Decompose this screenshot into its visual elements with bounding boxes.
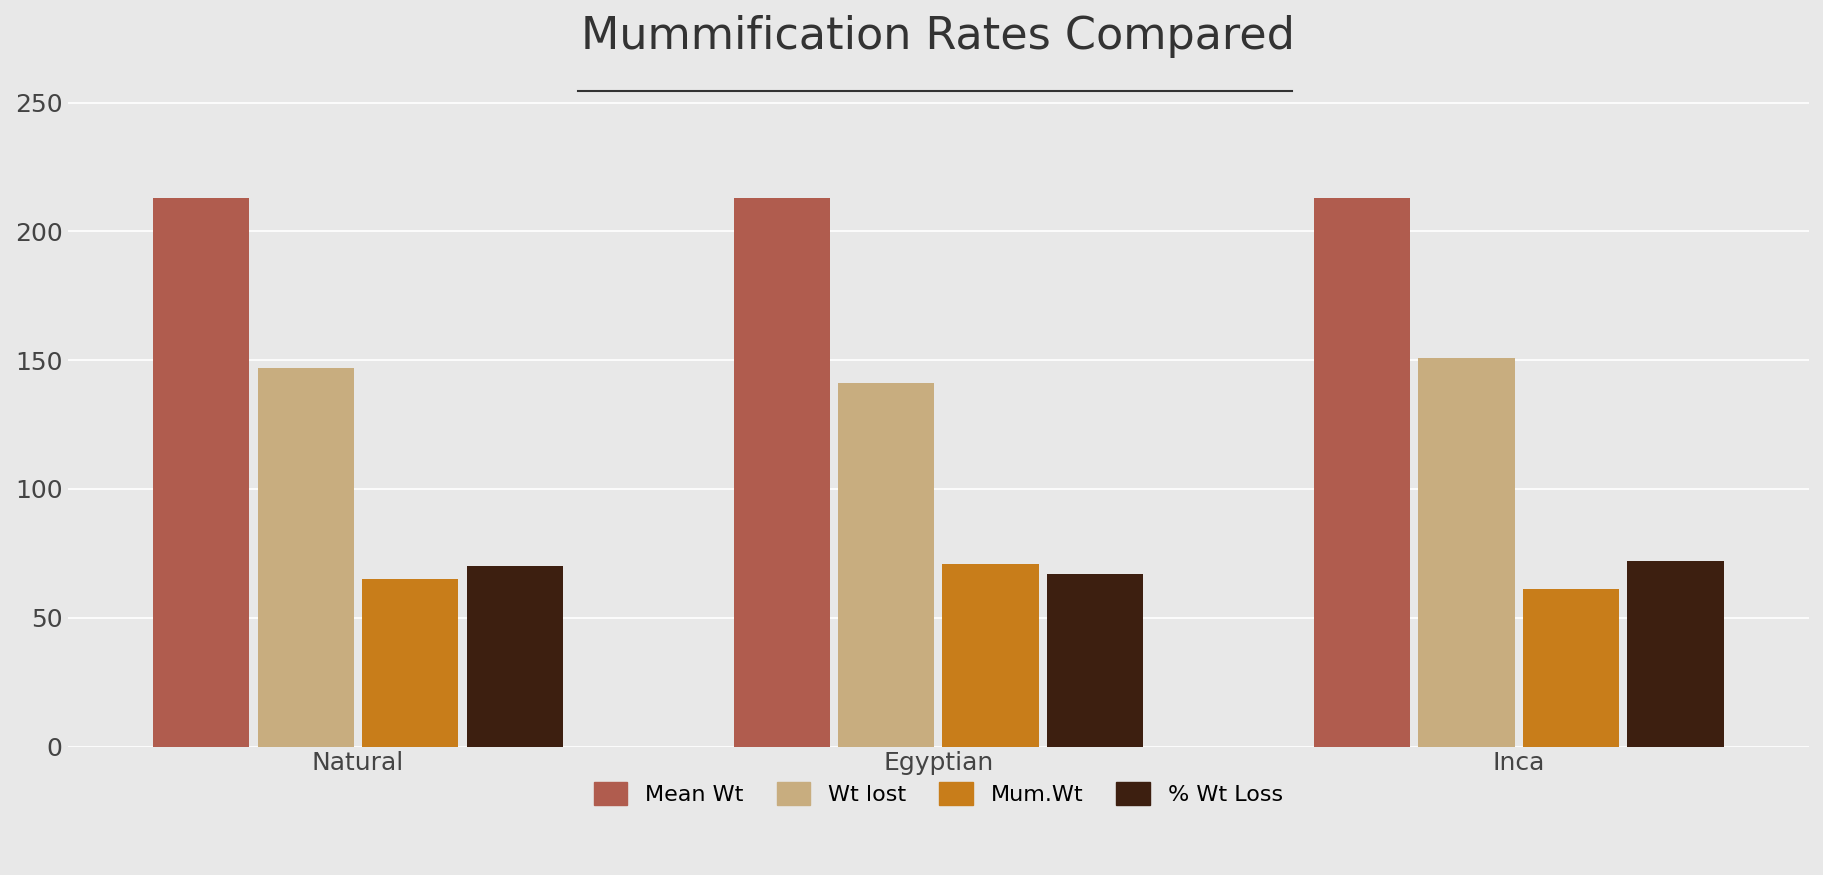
Legend: Mean Wt, Wt lost, Mum.Wt, % Wt Loss: Mean Wt, Wt lost, Mum.Wt, % Wt Loss — [583, 771, 1293, 816]
Bar — [153, 198, 250, 746]
Bar — [837, 383, 933, 746]
Bar — [257, 368, 354, 746]
Bar — [361, 579, 458, 746]
Bar — [1046, 574, 1143, 746]
Bar — [1313, 198, 1409, 746]
Bar — [1418, 358, 1513, 746]
Bar — [1626, 561, 1723, 746]
Bar — [1522, 590, 1619, 746]
Bar — [467, 566, 561, 746]
Bar — [942, 564, 1037, 746]
Bar — [733, 198, 829, 746]
Title: Mummification Rates Compared: Mummification Rates Compared — [582, 15, 1294, 58]
